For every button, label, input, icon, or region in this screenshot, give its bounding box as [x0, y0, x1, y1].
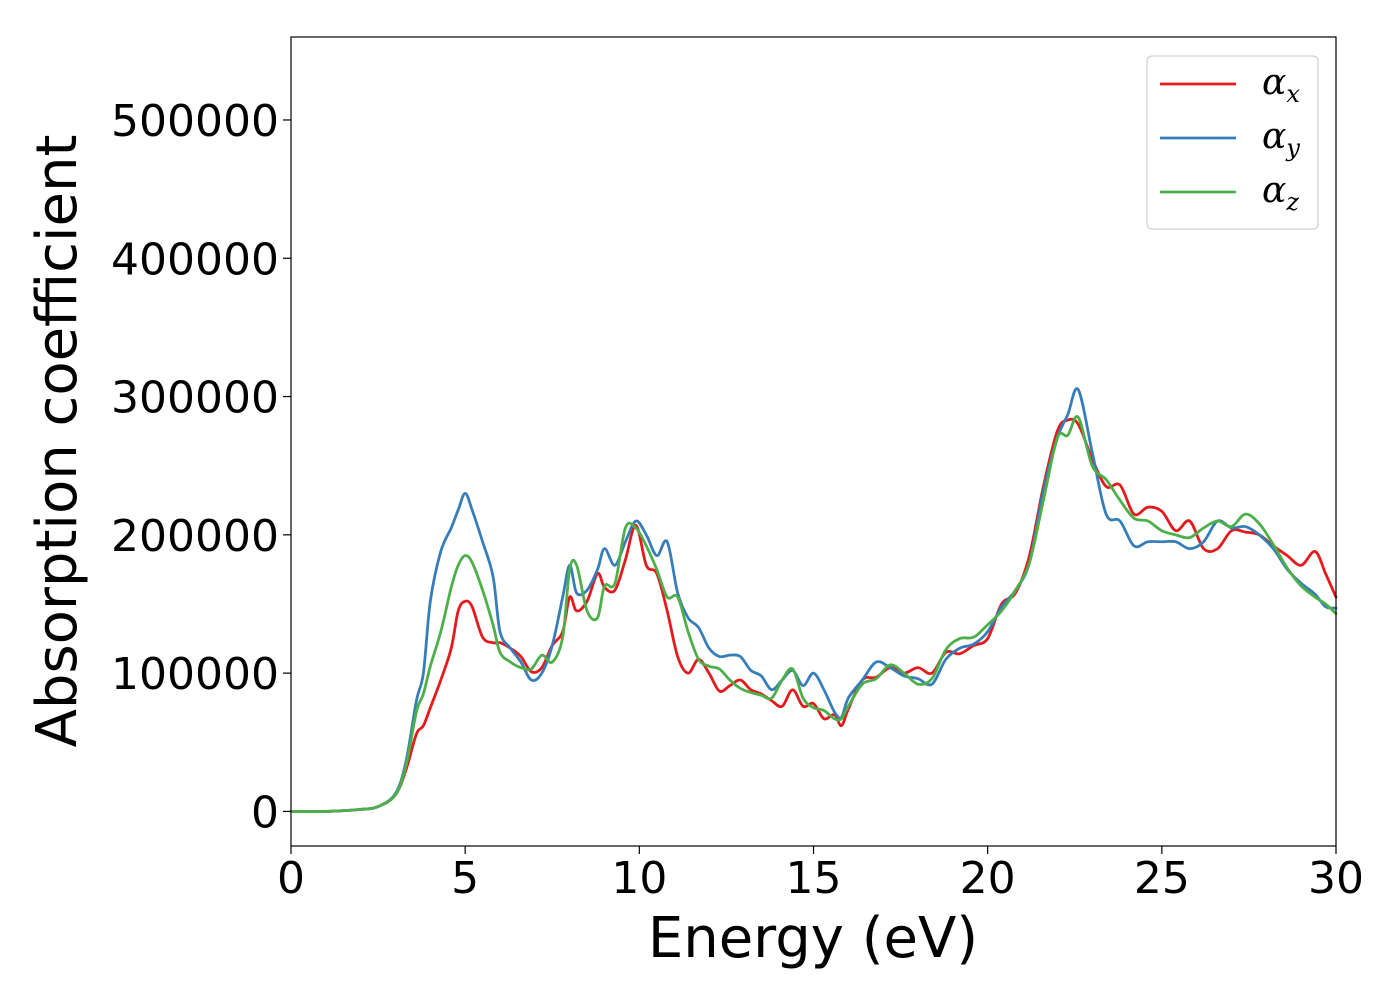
- y-tick-label: 500000: [111, 96, 279, 147]
- x-axis-label: Energy (eV): [648, 906, 978, 971]
- y-tick-label: 0: [251, 787, 279, 838]
- y-tick-label: 100000: [111, 649, 279, 700]
- y-tick-label: 300000: [111, 373, 279, 424]
- x-tick-label: 30: [1308, 853, 1364, 904]
- y-tick-label: 400000: [111, 234, 279, 285]
- series-layer: [289, 387, 1338, 813]
- series-line-alpha-x: [289, 417, 1338, 813]
- x-axis: 0 5 10 15 20 25 30: [277, 846, 1364, 904]
- x-tick-label: 15: [786, 853, 842, 904]
- x-tick-label: 10: [611, 853, 667, 904]
- y-axis: 0 100000 200000 300000 400000 500000: [111, 96, 291, 838]
- legend-frame: [1146, 55, 1319, 230]
- x-tick-label: 0: [277, 853, 305, 904]
- series-line-alpha-z: [289, 415, 1338, 813]
- y-axis-label: Absorption coefficient: [25, 135, 90, 748]
- x-tick-label: 25: [1134, 853, 1190, 904]
- x-tick-label: 20: [960, 853, 1016, 904]
- y-tick-label: 200000: [111, 511, 279, 562]
- x-tick-label: 5: [451, 853, 479, 904]
